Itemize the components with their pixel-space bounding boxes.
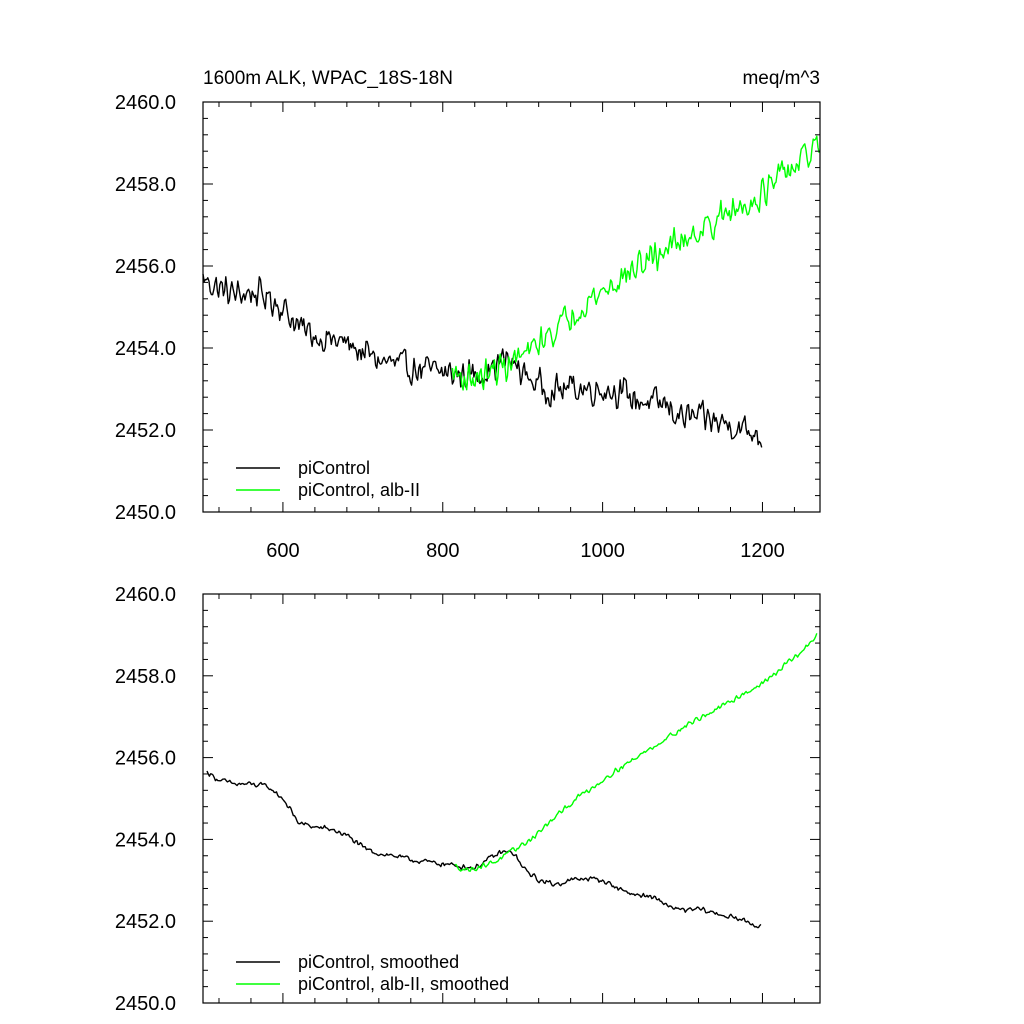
top-chart-units: meq/m^3	[742, 68, 820, 89]
series-line-1-0	[206, 770, 762, 929]
y-tick-label: 2454.0	[115, 338, 176, 360]
y-tick-label: 2458.0	[115, 666, 176, 688]
y-tick-label: 2460.0	[115, 92, 176, 114]
plot-frame	[202, 101, 821, 513]
x-tick-label: 1000	[580, 540, 625, 562]
y-tick-label: 2454.0	[115, 829, 176, 851]
y-tick-label: 2458.0	[115, 174, 176, 196]
series-line-0-1	[451, 135, 820, 391]
y-tick-label: 2452.0	[115, 420, 176, 442]
y-tick-label: 2452.0	[115, 911, 176, 933]
bottom-panel: 2450.0 2452.0 2454.0 2456.0 2458.0 2460.0 piCo…	[115, 584, 821, 1015]
y-tick-label: 2450.0	[115, 993, 176, 1015]
legend-label: piControl, smoothed	[298, 952, 459, 972]
top-chart-title: 1600m ALK, WPAC_18S-18N	[203, 68, 453, 89]
legend-label: piControl	[298, 458, 370, 478]
plot-frame	[202, 593, 821, 1004]
legend-label: piControl, alb-II, smoothed	[298, 974, 509, 994]
x-tick-label: 800	[426, 540, 459, 562]
y-tick-label: 2450.0	[115, 502, 176, 524]
y-tick-label: 2456.0	[115, 256, 176, 278]
y-tick-label: 2456.0	[115, 748, 176, 770]
x-tick-label: 1200	[740, 540, 785, 562]
y-tick-label: 2460.0	[115, 584, 176, 606]
series-line-1-1	[454, 633, 818, 872]
x-tick-label: 600	[266, 540, 299, 562]
legend-label: piControl, alb-II	[298, 480, 420, 500]
top-panel: 1600m ALK, WPAC_18S-18N meq/m^3 600 800 10…	[115, 68, 821, 562]
series-line-0-0	[202, 273, 763, 448]
